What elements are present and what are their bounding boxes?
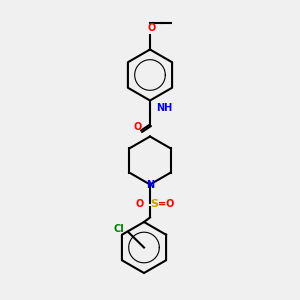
Text: NH: NH <box>156 103 172 113</box>
Text: O: O <box>147 23 156 33</box>
Text: Cl: Cl <box>113 224 124 234</box>
Text: S: S <box>151 199 158 209</box>
Text: O: O <box>135 199 144 209</box>
Text: O: O <box>134 122 142 133</box>
Text: N: N <box>146 179 154 190</box>
Text: =O: =O <box>158 199 175 209</box>
